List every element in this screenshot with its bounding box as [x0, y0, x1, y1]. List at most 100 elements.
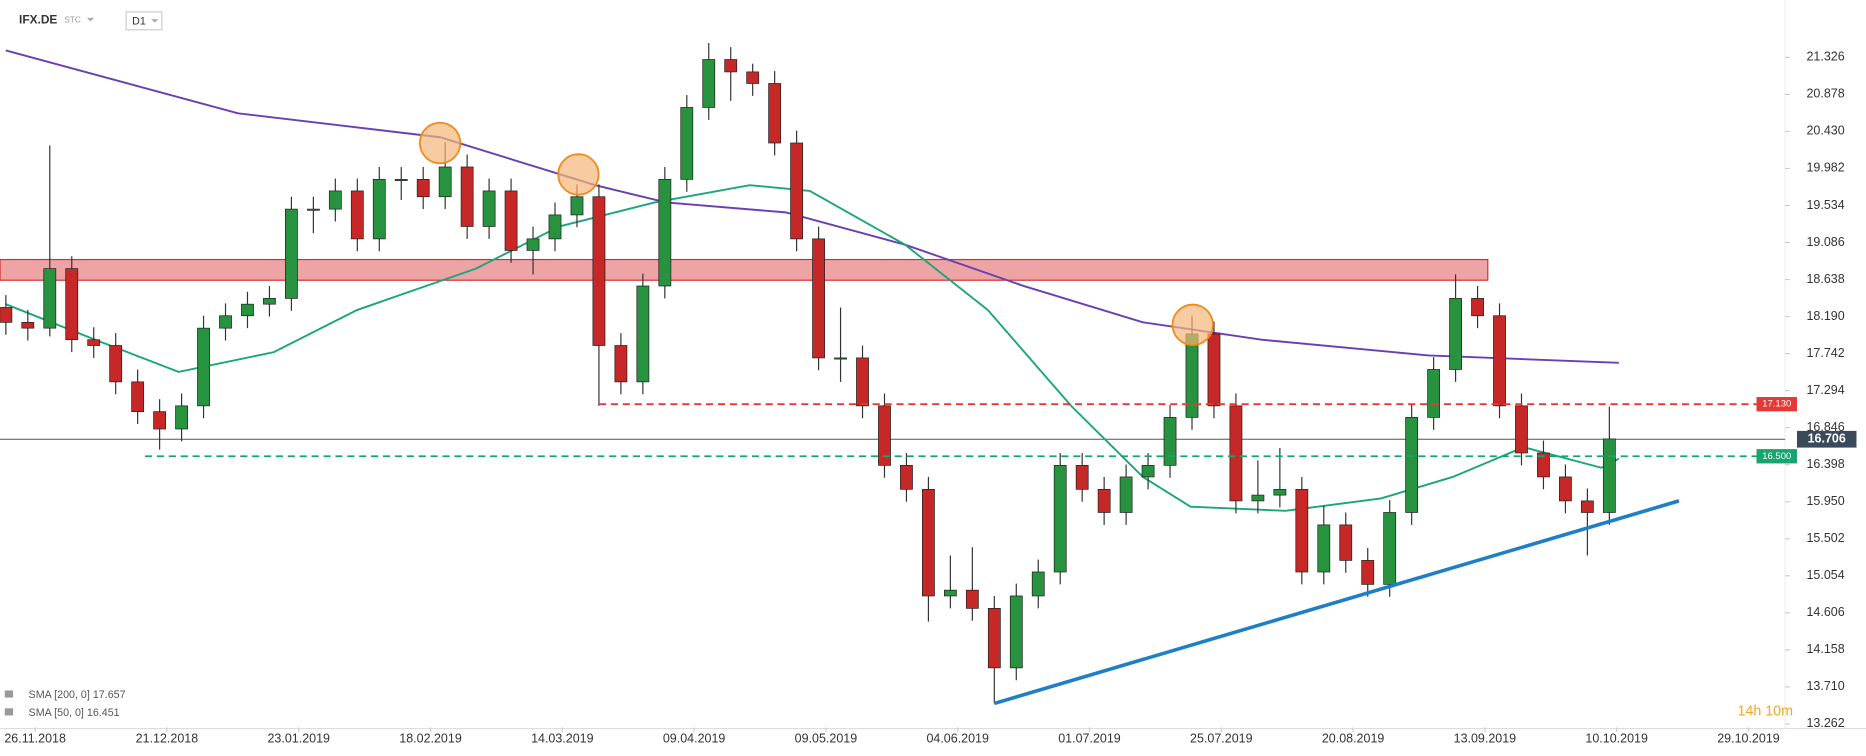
x-tick-label: 18.02.2019	[399, 732, 462, 746]
candle-body	[285, 208, 298, 299]
candle-body	[197, 327, 210, 407]
candle-body	[350, 190, 364, 240]
x-tick-label: 14.03.2019	[531, 732, 594, 746]
candle-body	[1339, 524, 1353, 561]
trendline	[993, 499, 1680, 706]
x-tick-label: 26.11.2018	[4, 732, 66, 746]
candle-body	[1580, 500, 1594, 513]
candle-body	[614, 345, 628, 383]
x-tick-label: 09.04.2019	[663, 732, 726, 746]
candle-body	[746, 71, 760, 84]
candle-body	[812, 238, 825, 359]
y-tick-label: 18.190	[1806, 309, 1844, 323]
candle-body	[153, 411, 167, 430]
y-tick-label: 13.710	[1806, 679, 1844, 693]
candle-body	[878, 405, 891, 466]
candle-body	[724, 59, 738, 73]
legend-icon	[4, 708, 14, 716]
candle-body	[1361, 560, 1375, 585]
legend-icon	[4, 690, 14, 698]
subtitle[interactable]: STC	[64, 14, 81, 24]
candle-body	[1405, 417, 1419, 513]
x-tick-label: 20.08.2019	[1322, 732, 1385, 746]
sma-line	[5, 49, 1619, 364]
candle-body	[856, 357, 869, 407]
candle-body	[43, 268, 57, 329]
last-price-label: 16.706	[1808, 432, 1846, 446]
legend-entry: SMA [50, 0] 16.451	[29, 707, 120, 719]
candle-body	[0, 307, 13, 323]
candle-body	[65, 268, 79, 341]
candle-body	[1317, 524, 1331, 573]
candle-body	[790, 142, 804, 240]
y-tick-label: 16.398	[1806, 457, 1844, 471]
candle-body	[768, 83, 782, 144]
candle-body	[702, 59, 716, 108]
y-tick-label: 15.054	[1806, 568, 1844, 582]
candle-body	[1471, 298, 1484, 317]
candle-body	[263, 298, 276, 305]
candle-body	[460, 166, 474, 227]
x-tick-label: 23.01.2019	[267, 732, 330, 746]
level-tag	[1756, 449, 1797, 464]
y-tick-label: 20.430	[1806, 124, 1844, 138]
candle-body	[482, 190, 496, 227]
level-tag	[1756, 397, 1797, 412]
candle-body	[1097, 488, 1111, 513]
y-tick-label: 21.326	[1806, 50, 1844, 64]
interval[interactable]: D1	[132, 15, 146, 27]
candle-body	[987, 607, 1001, 669]
candle-body	[943, 589, 957, 597]
y-tick-label: 15.502	[1806, 531, 1844, 545]
candle-body	[131, 381, 145, 412]
candle-body	[1075, 465, 1089, 490]
candle-body	[592, 196, 606, 346]
highlight-circle	[418, 121, 462, 165]
countdown: 14h 10m	[1737, 704, 1793, 720]
candle-body	[1559, 476, 1572, 502]
x-tick-label: 29.10.2019	[1717, 732, 1780, 746]
candle-body	[526, 238, 540, 251]
candle-body	[109, 345, 123, 383]
candle-body	[1009, 595, 1023, 669]
x-tick-label: 25.07.2019	[1190, 732, 1253, 746]
candle-body	[1537, 452, 1550, 478]
level-label: 17.130	[1762, 399, 1791, 410]
dropdown-arrow	[86, 17, 95, 22]
y-tick-label: 15.950	[1806, 494, 1844, 508]
candle-body	[1602, 438, 1616, 513]
candle-body	[416, 179, 430, 198]
x-tick-label: 04.06.2019	[926, 732, 989, 746]
candle-body	[965, 589, 979, 609]
candle-body	[87, 339, 101, 346]
last-price-tag	[1796, 430, 1857, 448]
y-tick-label: 14.606	[1806, 605, 1844, 619]
symbol: IFX.DE	[19, 12, 57, 26]
candle-body	[834, 357, 847, 360]
candle-body	[922, 488, 935, 597]
y-tick-label: 17.294	[1806, 383, 1844, 397]
candle-body	[680, 107, 694, 180]
x-tick-label: 10.10.2019	[1585, 732, 1648, 746]
legend-entry: SMA [200, 0] 17.657	[29, 689, 126, 701]
candle-body	[1383, 512, 1397, 585]
candle-body	[372, 179, 386, 240]
y-tick-label: 16.846	[1806, 420, 1844, 434]
candle-body	[1493, 315, 1506, 407]
candle-body	[1163, 417, 1177, 466]
candle-body	[1031, 571, 1045, 597]
y-tick-label: 19.982	[1806, 161, 1844, 175]
candle-body	[21, 322, 35, 329]
resistance-zone	[0, 258, 1489, 281]
interval-box[interactable]	[125, 11, 163, 31]
candle-body	[504, 190, 518, 251]
dropdown-arrow	[151, 19, 159, 23]
candle-body	[1119, 476, 1133, 513]
candle-body	[1427, 369, 1441, 418]
x-tick-label: 01.07.2019	[1058, 732, 1121, 746]
candle-body	[1141, 465, 1155, 478]
candle-body	[548, 214, 562, 240]
candle-body	[658, 179, 672, 287]
candle-body	[1273, 488, 1287, 496]
